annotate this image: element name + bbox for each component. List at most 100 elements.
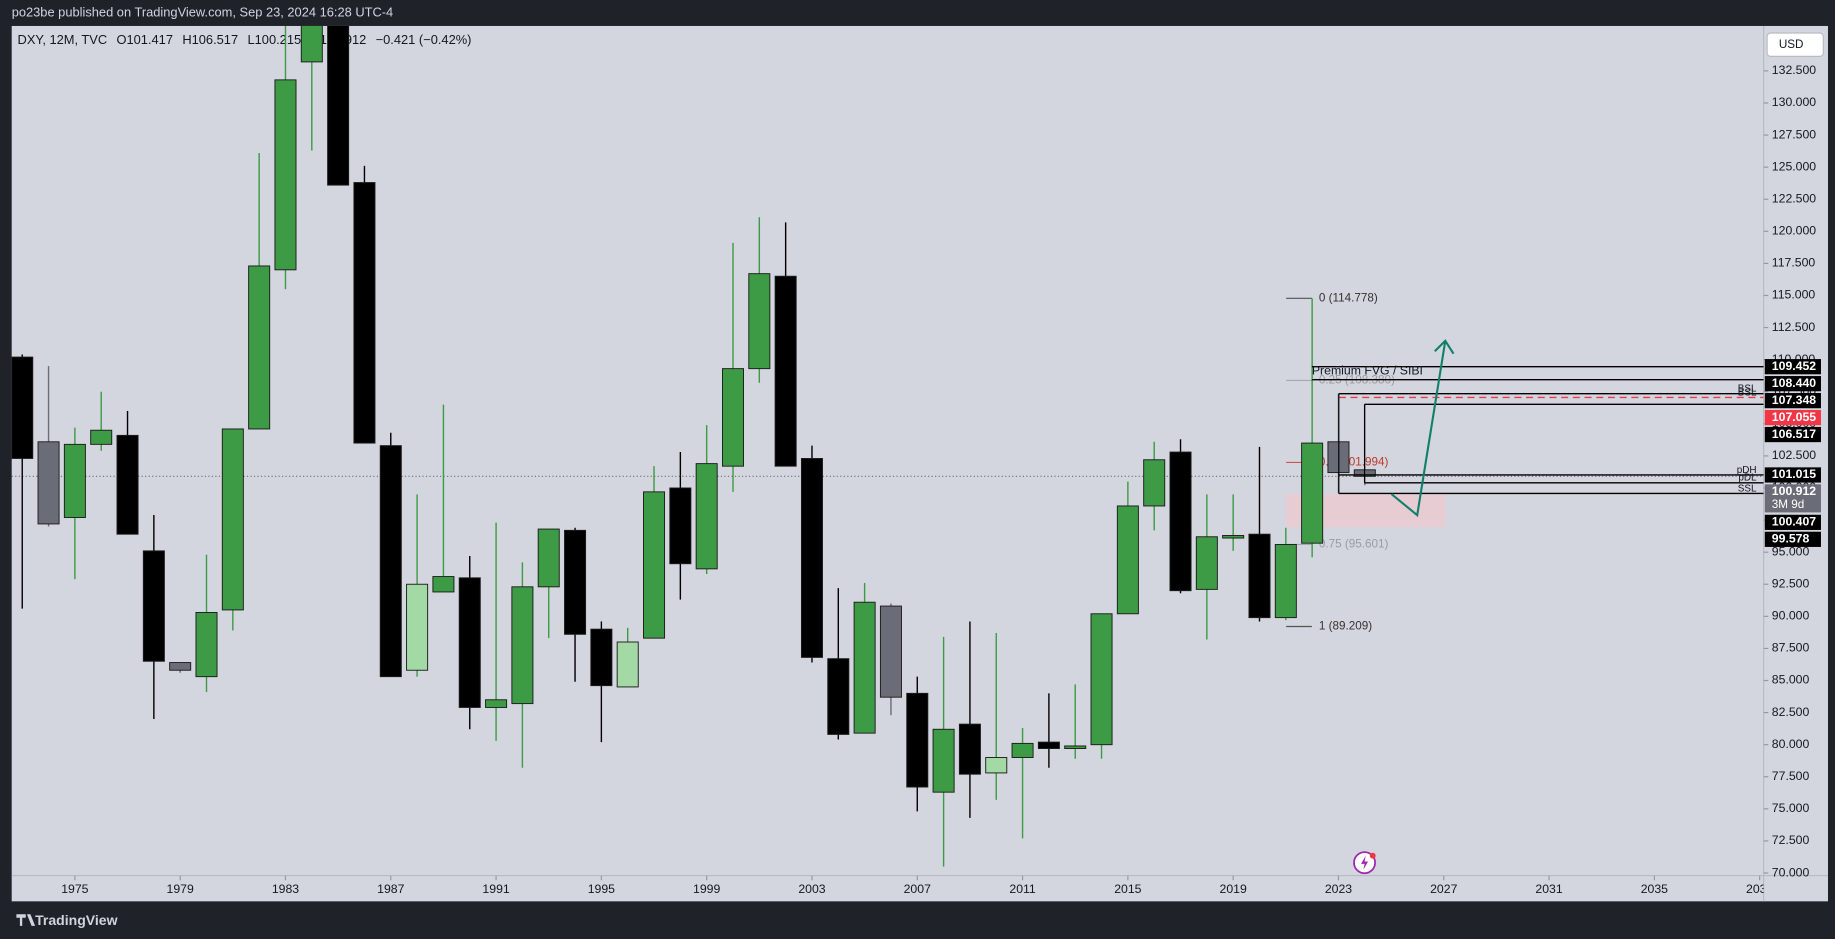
candle-body <box>406 583 429 671</box>
candle-body <box>1274 543 1297 619</box>
x-tick-label: 1995 <box>588 882 615 896</box>
candle-body <box>142 550 165 662</box>
candle-body <box>879 605 902 698</box>
y-tick-label: 130.000 <box>1772 95 1817 109</box>
candle-body <box>1301 442 1324 544</box>
candle-body <box>11 356 34 459</box>
candle-body <box>906 692 929 788</box>
price-badge-label: 107.348 <box>1772 393 1817 407</box>
y-tick-label: 82.500 <box>1772 705 1810 719</box>
candle-body <box>1116 505 1139 615</box>
candle-body <box>669 487 692 565</box>
candle-body <box>37 441 60 525</box>
candle-body <box>90 429 113 445</box>
candle-body <box>300 25 323 63</box>
candle-body <box>274 79 297 271</box>
y-tick-label: 125.000 <box>1772 159 1817 173</box>
x-tick-label: 2031 <box>1535 882 1562 896</box>
x-tick-label: 2007 <box>904 882 931 896</box>
price-badge-label: 101.015 <box>1772 467 1817 481</box>
fib-label: 0.75 (95.601) <box>1319 538 1389 551</box>
price-badge <box>1764 426 1821 443</box>
candle-body <box>63 443 86 518</box>
candle-body <box>827 658 850 735</box>
price-badge <box>1764 376 1821 392</box>
y-tick-label: 120.000 <box>1772 224 1817 238</box>
candle-body <box>985 757 1008 774</box>
candle-body <box>1248 533 1271 619</box>
y-tick-label: 70.000 <box>1772 865 1810 879</box>
x-tick-label: 1983 <box>272 882 299 896</box>
candle-body <box>485 699 508 708</box>
candle-body <box>695 463 718 570</box>
price-badge <box>1764 484 1821 513</box>
candle-body <box>1037 741 1060 749</box>
candle-body <box>221 428 244 611</box>
price-badge-label: 100.407 <box>1772 515 1817 529</box>
candle-body <box>1143 459 1166 507</box>
level-tag: pDL <box>1738 473 1757 484</box>
x-tick-label: 1979 <box>167 882 194 896</box>
y-tick-label: 72.500 <box>1772 833 1810 847</box>
candle-body <box>748 273 771 370</box>
candle-body <box>1090 613 1113 746</box>
y-tick-label: 132.500 <box>1772 63 1817 77</box>
x-tick-label: 2011 <box>1009 882 1036 896</box>
candle-body <box>169 662 192 671</box>
currency: USD <box>1779 38 1804 51</box>
candle-body <box>537 528 560 588</box>
x-tick-label: 2039 <box>1746 882 1773 896</box>
x-tick-label: 1991 <box>482 882 509 896</box>
price-badge-label: 107.055 <box>1772 410 1817 424</box>
candle-body <box>248 265 271 430</box>
currency-button[interactable] <box>1766 32 1824 57</box>
level-tag: BSL <box>1738 387 1757 398</box>
y-tick-label: 77.500 <box>1772 769 1810 783</box>
candle-body <box>774 275 797 467</box>
price-badge <box>1764 409 1821 426</box>
x-axis-labels: 1975 1979 1983 1987 1991 1995 1999 2003 2007 2011… <box>61 875 1773 896</box>
y-tick-label: 112.500 <box>1772 320 1816 334</box>
candle-body <box>853 601 876 734</box>
x-tick-label: 2035 <box>1641 882 1668 896</box>
level-tag: SSL <box>1738 483 1757 494</box>
candle-body <box>616 641 639 688</box>
candle-body <box>432 576 455 593</box>
y-tick-label: 102.500 <box>1772 448 1817 462</box>
projection-arrow <box>1390 339 1455 518</box>
candle-body <box>1064 745 1087 749</box>
y-tick-label: 80.000 <box>1772 737 1810 751</box>
price-badge-label: 108.440 <box>1772 376 1817 390</box>
price-badge <box>1764 531 1821 547</box>
x-tick-label: 2015 <box>1114 882 1141 896</box>
zone-label: Premium FVG / SIBI <box>1312 364 1423 378</box>
candle-body <box>1222 535 1245 539</box>
publisher-info: po23be published on TradingView.com, Sep… <box>12 4 394 19</box>
candle-body <box>958 723 981 775</box>
price-countdown: 3M 9d <box>1772 498 1804 511</box>
x-tick-label: 2027 <box>1430 882 1457 896</box>
candle-body <box>327 25 350 186</box>
legend-item: O101.417 <box>116 33 172 48</box>
legend-item: −0.421 (−0.42%) <box>376 33 472 48</box>
price-badge-label: 106.517 <box>1772 427 1817 441</box>
y-tick-label: 122.500 <box>1772 191 1817 205</box>
y-tick-label: 75.000 <box>1772 801 1810 815</box>
y-tick-label: 87.500 <box>1772 641 1810 655</box>
price-badge <box>1764 359 1821 375</box>
x-tick-label: 1975 <box>61 882 88 896</box>
candle-body <box>721 368 745 467</box>
price-badge <box>1764 393 1821 409</box>
price-badge-label: 99.578 <box>1772 532 1810 546</box>
fib-label: 1 (89.209) <box>1319 620 1372 633</box>
candle-body <box>932 728 955 793</box>
candle-body <box>458 577 481 708</box>
y-tick-label: 92.500 <box>1772 577 1810 591</box>
candle-body <box>195 612 218 678</box>
x-tick-label: 2003 <box>798 882 825 896</box>
overlay: USD TradingView 109.452 108.440 107.348 107… <box>16 32 1824 928</box>
plot-area: DXY, 12M, TVCO101.417H106.517L100.215C10… <box>11 25 1764 867</box>
candle-body <box>564 529 587 635</box>
